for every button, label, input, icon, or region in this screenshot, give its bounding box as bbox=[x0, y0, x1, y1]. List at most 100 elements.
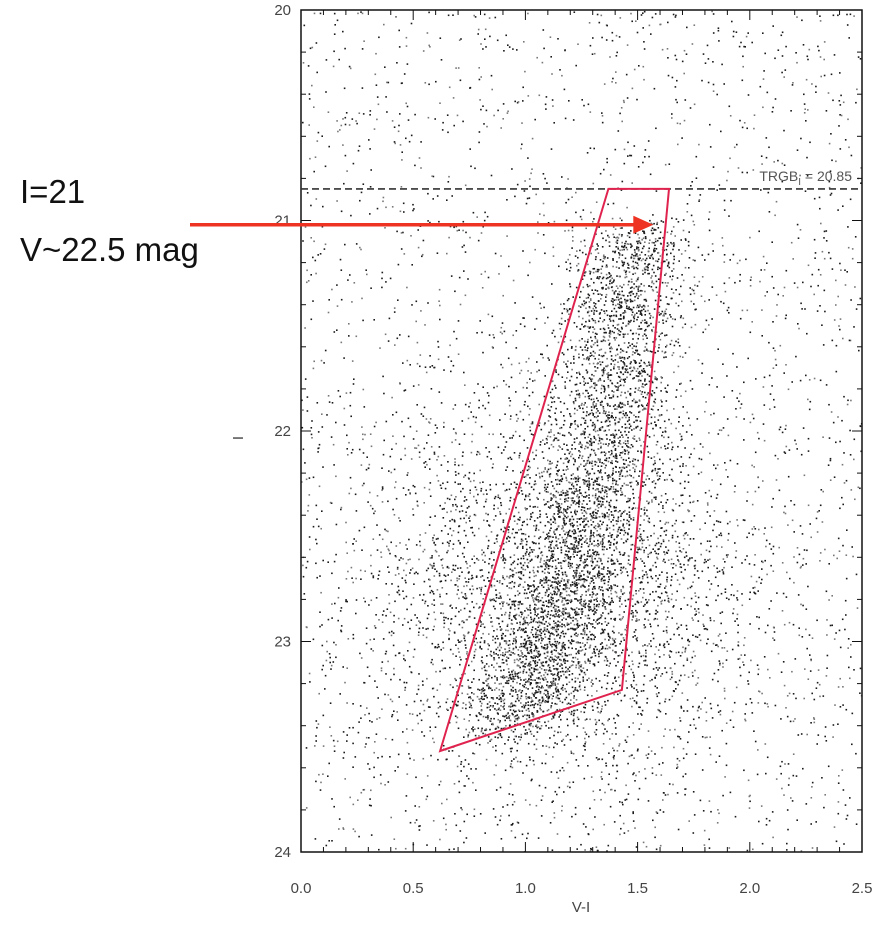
star-point bbox=[743, 45, 745, 48]
star-point bbox=[503, 330, 506, 333]
star-point bbox=[583, 627, 586, 630]
star-point bbox=[448, 633, 450, 636]
star-point bbox=[784, 505, 786, 508]
star-point bbox=[330, 502, 333, 504]
star-point bbox=[539, 561, 542, 563]
star-point bbox=[573, 412, 576, 415]
star-point bbox=[487, 742, 489, 744]
star-point bbox=[557, 633, 560, 636]
star-point bbox=[577, 567, 580, 569]
star-point bbox=[361, 426, 363, 428]
star-point bbox=[337, 619, 339, 622]
star-point bbox=[393, 468, 396, 471]
star-point bbox=[317, 525, 320, 528]
star-point bbox=[663, 511, 666, 514]
star-point bbox=[536, 370, 538, 373]
star-point bbox=[771, 385, 773, 387]
star-point bbox=[621, 120, 623, 123]
star-point bbox=[784, 428, 787, 430]
star-point bbox=[553, 220, 556, 223]
star-point bbox=[671, 480, 674, 482]
star-point bbox=[413, 486, 416, 488]
star-point bbox=[438, 572, 441, 575]
star-point bbox=[609, 738, 611, 740]
star-point bbox=[633, 421, 635, 423]
star-point bbox=[847, 118, 849, 121]
star-point bbox=[615, 483, 617, 486]
star-point bbox=[416, 362, 419, 365]
star-point bbox=[575, 539, 578, 542]
star-point bbox=[322, 745, 325, 747]
star-point bbox=[697, 706, 700, 709]
star-point bbox=[447, 470, 449, 472]
star-point bbox=[679, 566, 681, 568]
star-point bbox=[762, 32, 764, 34]
star-point bbox=[392, 508, 394, 511]
star-point bbox=[370, 599, 373, 602]
star-point bbox=[817, 284, 819, 287]
star-point bbox=[622, 803, 624, 806]
star-point bbox=[630, 154, 633, 157]
star-point bbox=[355, 540, 357, 542]
star-point bbox=[428, 44, 430, 47]
star-point bbox=[500, 127, 502, 129]
star-point bbox=[424, 602, 426, 605]
star-point bbox=[784, 317, 787, 320]
star-point bbox=[522, 670, 525, 673]
star-point bbox=[698, 457, 701, 460]
star-point bbox=[838, 629, 841, 632]
star-point bbox=[681, 60, 684, 63]
star-point bbox=[577, 497, 580, 499]
star-point bbox=[798, 634, 801, 637]
star-point bbox=[506, 235, 508, 237]
star-point bbox=[346, 740, 348, 742]
star-point bbox=[478, 131, 481, 133]
star-point bbox=[601, 708, 603, 710]
star-point bbox=[460, 761, 463, 763]
star-point bbox=[433, 534, 435, 537]
star-point bbox=[647, 581, 649, 584]
star-point bbox=[596, 498, 598, 501]
star-point bbox=[666, 595, 669, 597]
star-point bbox=[763, 404, 766, 406]
star-point bbox=[633, 145, 636, 147]
star-point bbox=[645, 652, 647, 654]
star-point bbox=[746, 500, 748, 502]
star-point bbox=[740, 41, 742, 44]
star-point bbox=[405, 795, 408, 797]
star-point bbox=[595, 757, 598, 759]
star-point bbox=[624, 739, 627, 742]
star-point bbox=[411, 567, 414, 570]
star-point bbox=[720, 429, 723, 432]
star-point bbox=[435, 712, 438, 715]
star-point bbox=[408, 641, 411, 644]
star-point bbox=[592, 331, 594, 334]
star-point bbox=[302, 240, 304, 242]
star-point bbox=[709, 146, 712, 148]
star-point bbox=[555, 600, 558, 603]
star-point bbox=[515, 636, 517, 638]
star-point bbox=[813, 377, 816, 380]
star-point bbox=[478, 527, 480, 530]
star-point bbox=[388, 594, 390, 596]
star-point bbox=[415, 571, 417, 574]
star-point bbox=[432, 175, 435, 178]
star-point bbox=[425, 798, 428, 801]
star-point bbox=[737, 624, 739, 626]
star-point bbox=[337, 390, 340, 392]
star-point bbox=[551, 643, 554, 645]
star-point bbox=[558, 610, 561, 612]
star-point bbox=[562, 518, 565, 521]
star-point bbox=[663, 646, 666, 649]
star-point bbox=[605, 365, 607, 368]
star-point bbox=[406, 608, 408, 611]
star-point bbox=[582, 407, 584, 410]
star-point bbox=[653, 618, 655, 621]
star-point bbox=[537, 720, 539, 723]
star-point bbox=[471, 558, 473, 560]
star-point bbox=[641, 569, 644, 572]
star-point bbox=[493, 386, 495, 389]
star-point bbox=[463, 244, 465, 247]
star-point bbox=[662, 811, 665, 813]
star-point bbox=[452, 548, 454, 550]
